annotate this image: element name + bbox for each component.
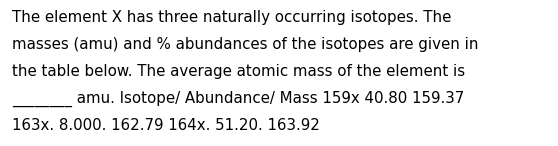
Text: the table below. The average atomic mass of the element is: the table below. The average atomic mass… xyxy=(12,64,465,79)
Text: The element X has three naturally occurring isotopes. The: The element X has three naturally occurr… xyxy=(12,10,451,25)
Text: masses (amu) and % abundances of the isotopes are given in: masses (amu) and % abundances of the iso… xyxy=(12,37,479,52)
Text: ________ amu. Isotope/ Abundance/ Mass 159x 40.80 159.37: ________ amu. Isotope/ Abundance/ Mass 1… xyxy=(12,91,464,107)
Text: 163x. 8.000. 162.79 164x. 51.20. 163.92: 163x. 8.000. 162.79 164x. 51.20. 163.92 xyxy=(12,118,320,133)
